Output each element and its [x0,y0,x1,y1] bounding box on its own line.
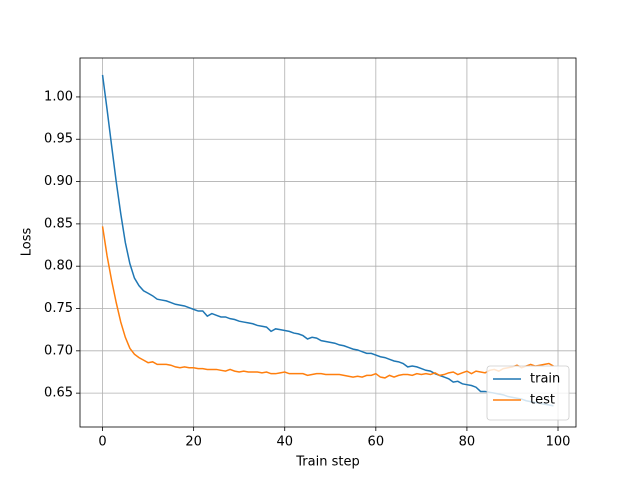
y-tick-label: 0.80 [44,259,73,274]
y-tick-label: 0.75 [44,301,73,316]
y-tick-label: 0.95 [44,132,73,147]
y-tick-label: 0.85 [44,216,73,231]
legend-label: train [530,372,560,387]
legend-label: test [530,393,555,408]
x-tick-label: 20 [185,435,202,450]
plot-frame [79,57,577,428]
y-tick-label: 1.00 [44,89,73,104]
y-tick-label: 0.70 [44,343,73,358]
x-tick-label: 40 [276,435,293,450]
x-axis-label: Train step [295,455,359,470]
x-tick-label: 100 [546,435,571,450]
y-axis-label: Loss [20,228,35,257]
y-tick-label: 0.90 [44,174,73,189]
x-tick-label: 80 [459,435,476,450]
line-series [101,74,554,407]
y-tick-label: 0.65 [44,386,73,401]
line-series [101,226,554,379]
x-tick-label: 0 [98,435,106,450]
x-tick-label: 60 [368,435,385,450]
